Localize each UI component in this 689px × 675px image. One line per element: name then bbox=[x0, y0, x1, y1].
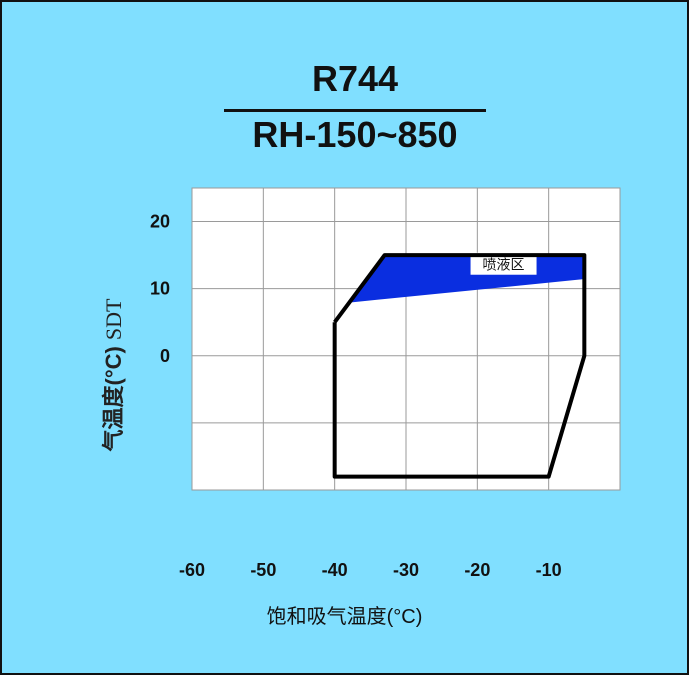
plot-border bbox=[191, 187, 621, 491]
x-tick-label: -40 bbox=[322, 560, 348, 580]
series-layer bbox=[332, 253, 587, 479]
regions-layer: 喷液区 bbox=[347, 252, 585, 303]
chart-subtitle: RH-150~850 bbox=[252, 114, 458, 155]
chart-title: R744 bbox=[311, 58, 399, 99]
envelope-line bbox=[332, 253, 587, 479]
region-label-box bbox=[470, 252, 537, 275]
y-axis-label-suffix: SDT bbox=[101, 298, 126, 341]
y-axis-label-text: 气温度(°C) bbox=[101, 346, 126, 452]
y-tick-label: 0 bbox=[160, 346, 170, 366]
y-tick-label: 20 bbox=[150, 212, 170, 232]
x-axis-label: 饱和吸气温度(°C) bbox=[266, 606, 423, 628]
y-axis-label: 气温度(°C) SDT bbox=[96, 299, 128, 452]
y-tick-label: 10 bbox=[150, 279, 170, 299]
x-tick-label: -30 bbox=[393, 560, 419, 580]
title-divider bbox=[224, 109, 486, 112]
x-tick-label: -20 bbox=[464, 560, 490, 580]
x-tick-label: -60 bbox=[179, 560, 205, 580]
y-tick-labels: 20 10 0 bbox=[150, 212, 170, 366]
region-label: 喷液区 bbox=[483, 258, 525, 274]
x-tick-label: -10 bbox=[536, 560, 562, 580]
x-tick-label: -50 bbox=[250, 560, 276, 580]
x-tick-labels: -60 -50 -40 -30 -20 -10 bbox=[179, 560, 562, 580]
